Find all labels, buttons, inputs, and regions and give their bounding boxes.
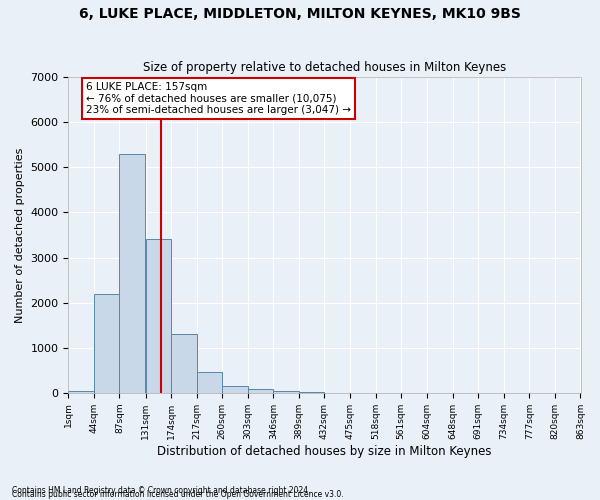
Bar [222, 386, 248, 393]
Bar [197, 372, 222, 393]
Bar [119, 154, 145, 393]
Bar [94, 294, 119, 393]
Text: Contains HM Land Registry data © Crown copyright and database right 2024.: Contains HM Land Registry data © Crown c… [12, 486, 311, 495]
Y-axis label: Number of detached properties: Number of detached properties [15, 148, 25, 322]
Bar [171, 334, 197, 393]
Bar [248, 389, 274, 393]
Bar [274, 392, 299, 393]
Text: Contains public sector information licensed under the Open Government Licence v3: Contains public sector information licen… [12, 490, 344, 499]
Title: Size of property relative to detached houses in Milton Keynes: Size of property relative to detached ho… [143, 62, 506, 74]
X-axis label: Distribution of detached houses by size in Milton Keynes: Distribution of detached houses by size … [157, 444, 492, 458]
Bar [68, 390, 94, 393]
Text: 6, LUKE PLACE, MIDDLETON, MILTON KEYNES, MK10 9BS: 6, LUKE PLACE, MIDDLETON, MILTON KEYNES,… [79, 8, 521, 22]
Text: 6 LUKE PLACE: 157sqm
← 76% of detached houses are smaller (10,075)
23% of semi-d: 6 LUKE PLACE: 157sqm ← 76% of detached h… [86, 82, 352, 115]
Bar [146, 240, 171, 393]
